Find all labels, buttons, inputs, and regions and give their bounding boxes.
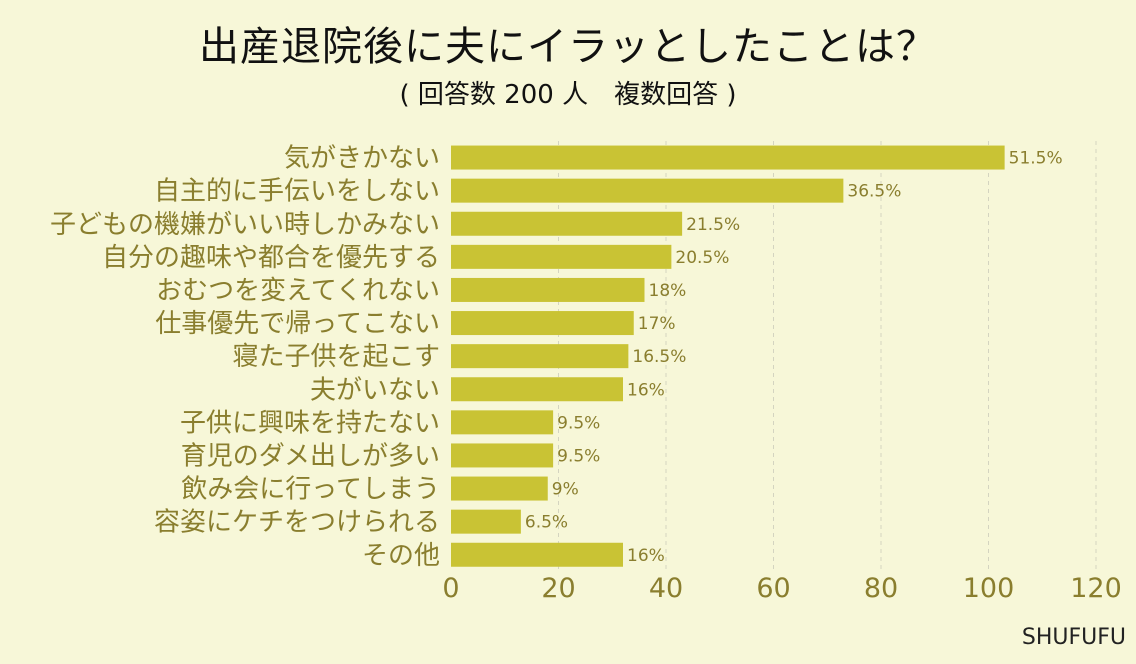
value-labels: 51.5% 36.5% 21.5% 20.5% 18% 17% 16.5% 16% 9.5% 9.… — [525, 149, 1063, 566]
x-tick-label: 20 — [541, 573, 575, 604]
category-labels: 気がきかない自主的に手伝いをしない子どもの機嫌がいい時しかみない自分の趣味や都合… — [50, 144, 440, 571]
value-label: 18% — [649, 281, 687, 301]
bar — [451, 509, 521, 534]
value-label: 17% — [638, 314, 676, 334]
chart-title: 出産退院後に夫にイラッとしたことは？ — [199, 24, 937, 70]
value-label: 9.5% — [557, 413, 600, 433]
category-label: 子供に興味を持たない — [180, 408, 440, 438]
category-label: 育児のダメ出しが多い — [181, 441, 440, 471]
bar — [451, 476, 548, 501]
category-label: 仕事優先で帰ってこない — [155, 309, 440, 339]
value-label: 16% — [627, 380, 665, 400]
bar — [451, 542, 623, 567]
brand-logo-text: SHUFUFU — [1021, 625, 1126, 650]
bars — [451, 145, 1005, 567]
x-tick-label: 120 — [1070, 573, 1122, 604]
value-label: 20.5% — [675, 248, 729, 268]
category-label: 飲み会に行ってしまう — [181, 475, 440, 505]
category-label: その他 — [362, 541, 440, 571]
category-label: 気がきかない — [284, 144, 440, 174]
value-label: 36.5% — [847, 182, 901, 202]
bar — [451, 277, 645, 302]
bar — [451, 344, 629, 369]
bar — [451, 410, 554, 435]
x-tick-label: 100 — [963, 573, 1015, 604]
x-tick-label: 80 — [864, 573, 898, 604]
value-label: 16.5% — [632, 347, 686, 367]
x-axis-ticks: 0 20 40 60 80 100 120 — [442, 573, 1121, 604]
bar — [451, 178, 844, 203]
bar — [451, 311, 634, 336]
bar — [451, 211, 683, 236]
category-label: 寝た子供を起こす — [233, 342, 440, 372]
category-label: 子どもの機嫌がいい時しかみない — [50, 210, 440, 240]
bar — [451, 244, 672, 269]
category-label: 夫がいない — [310, 375, 440, 405]
value-label: 9% — [552, 480, 579, 500]
chart-subtitle: ( 回答数 200 人 複数回答 ) — [399, 80, 737, 110]
category-label: おむつを変えてくれない — [156, 276, 440, 306]
bar — [451, 377, 623, 402]
category-label: 自主的に手伝いをしない — [154, 177, 440, 207]
category-label: 自分の趣味や都合を優先する — [102, 243, 440, 273]
bar — [451, 145, 1005, 170]
x-tick-label: 40 — [649, 573, 683, 604]
value-label: 16% — [627, 546, 665, 566]
value-label: 9.5% — [557, 446, 600, 466]
value-label: 6.5% — [525, 513, 568, 533]
category-label: 容姿にケチをつけられる — [154, 508, 440, 538]
x-tick-label: 0 — [442, 573, 459, 604]
value-label: 51.5% — [1009, 149, 1063, 169]
bar — [451, 443, 554, 468]
x-tick-label: 60 — [756, 573, 790, 604]
value-label: 21.5% — [686, 215, 740, 235]
